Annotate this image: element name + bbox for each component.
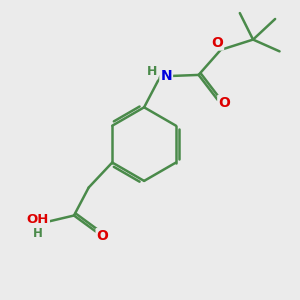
Text: O: O [218,96,230,110]
Text: H: H [147,65,157,79]
Text: O: O [211,35,223,50]
Text: O: O [97,229,109,243]
Text: OH: OH [27,213,49,226]
Text: H: H [33,227,43,240]
Text: N: N [160,69,172,83]
